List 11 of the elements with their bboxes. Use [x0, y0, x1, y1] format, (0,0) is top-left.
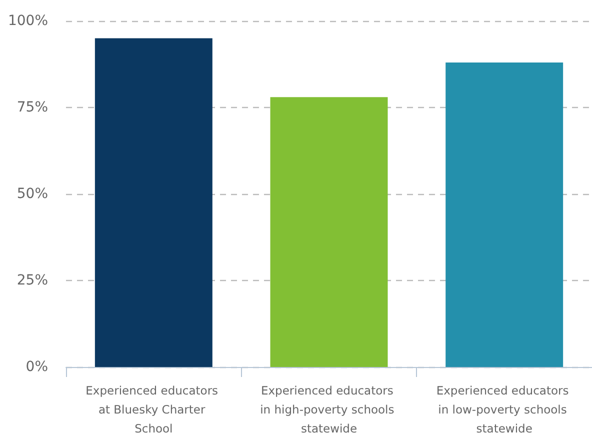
y-tick-label: 75%	[16, 100, 48, 116]
x-tick-label: Experienced educators in high-poverty schools statewide	[260, 384, 398, 436]
bar	[270, 97, 388, 367]
y-tick-label: 0%	[26, 359, 48, 375]
x-tick-label: Experienced educators in low-poverty schools statewide	[436, 384, 572, 436]
bar	[446, 62, 564, 367]
bar	[94, 38, 212, 367]
x-tick-label: Experienced educators at Bluesky Charter School	[86, 384, 222, 436]
y-tick-label: 25%	[16, 272, 48, 288]
y-tick-label: 100%	[8, 13, 48, 29]
y-tick-label: 50%	[16, 186, 48, 202]
